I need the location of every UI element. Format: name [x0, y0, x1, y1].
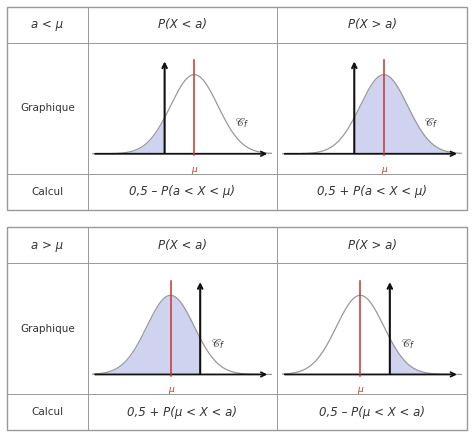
Text: Calcul: Calcul: [31, 187, 64, 197]
Text: 0,5 + P(μ < X < a): 0,5 + P(μ < X < a): [128, 406, 237, 419]
Text: μ: μ: [381, 165, 387, 173]
Text: $\mathscr{C}_f$: $\mathscr{C}_f$: [235, 116, 249, 130]
Text: a < μ: a < μ: [31, 18, 64, 31]
Text: $\mathscr{C}_f$: $\mathscr{C}_f$: [424, 116, 439, 130]
Text: 0,5 – P(a < X < μ): 0,5 – P(a < X < μ): [129, 185, 236, 198]
Text: Graphique: Graphique: [20, 103, 75, 113]
Text: P(X < a): P(X < a): [158, 239, 207, 252]
Text: Graphique: Graphique: [20, 324, 75, 334]
Text: a > μ: a > μ: [31, 239, 64, 252]
Text: $\mathscr{C}_f$: $\mathscr{C}_f$: [211, 337, 226, 351]
Text: Calcul: Calcul: [31, 407, 64, 417]
Text: μ: μ: [357, 385, 363, 394]
Text: P(X < a): P(X < a): [158, 18, 207, 31]
Text: μ: μ: [168, 385, 173, 394]
Text: P(X > a): P(X > a): [347, 18, 397, 31]
Text: P(X > a): P(X > a): [347, 239, 397, 252]
Text: 0,5 – P(μ < X < a): 0,5 – P(μ < X < a): [319, 406, 425, 419]
Text: $\mathscr{C}_f$: $\mathscr{C}_f$: [401, 337, 415, 351]
Text: μ: μ: [191, 165, 197, 173]
Text: 0,5 + P(a < X < μ): 0,5 + P(a < X < μ): [317, 185, 427, 198]
